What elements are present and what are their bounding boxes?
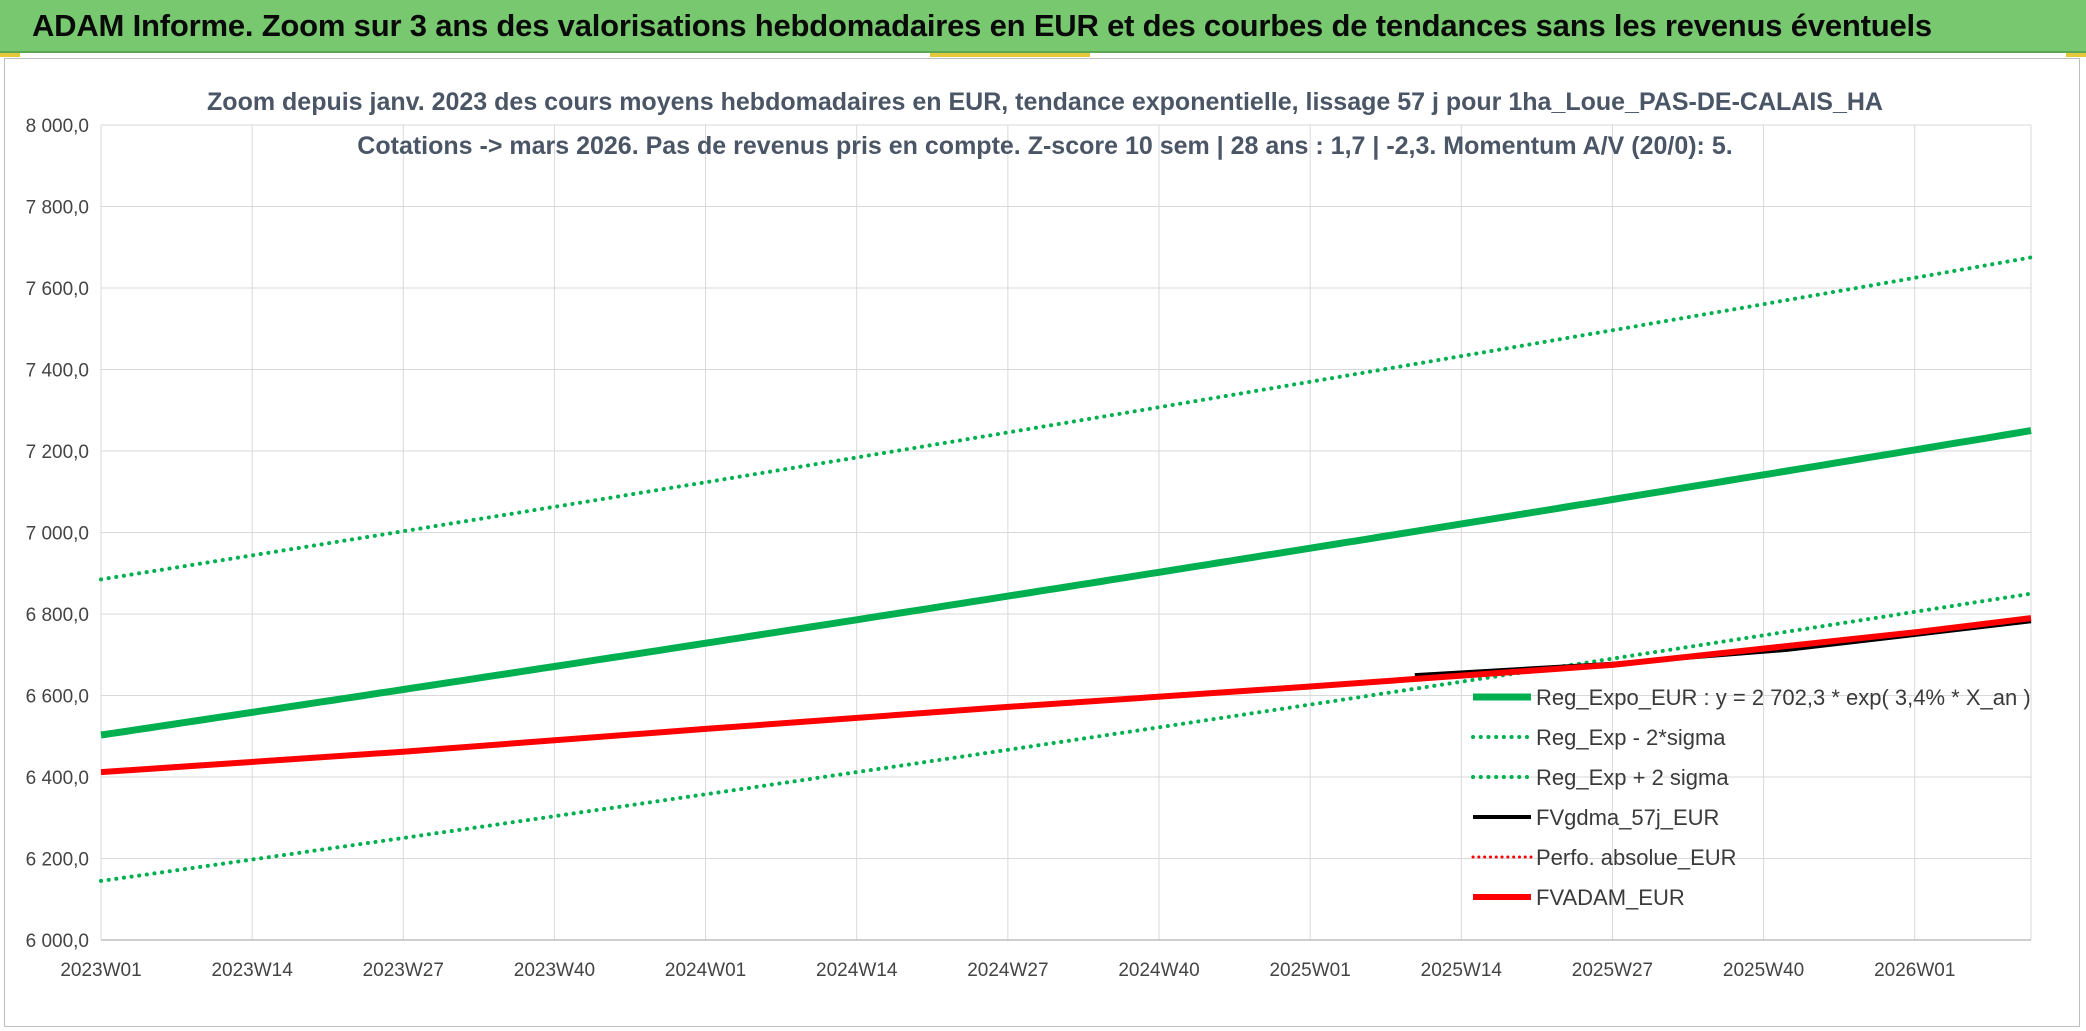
chart-title-line-1: Zoom depuis janv. 2023 des cours moyens … (207, 88, 1883, 116)
y-tick-label: 6 200,0 (26, 850, 89, 871)
x-tick-label: 2024W01 (665, 960, 746, 981)
series-line-0 (100, 427, 2032, 739)
chart-legend: Reg_Expo_EUR : y = 2 702,3 * exp( 3,4% *… (1471, 685, 2031, 910)
x-tick-label: 2025W40 (1723, 960, 1804, 981)
x-tick-label: 2024W14 (816, 960, 898, 981)
chart-series (99, 255, 2033, 883)
y-tick-label: 7 000,0 (26, 524, 89, 545)
banner-accent-left (0, 53, 20, 57)
legend-entry: Perfo. absolue_EUR (1536, 845, 1737, 870)
y-tick-label: 7 400,0 (26, 361, 89, 382)
banner-accent-right (2066, 53, 2086, 57)
x-tick-label: 2024W27 (967, 960, 1048, 981)
legend-entry: Reg_Exp + 2 sigma (1536, 765, 1729, 790)
x-tick-label: 2025W01 (1269, 960, 1350, 981)
series-line-2 (99, 255, 2033, 582)
y-tick-label: 7 600,0 (26, 279, 89, 300)
x-tick-label: 2025W14 (1421, 960, 1503, 981)
y-tick-label: 7 200,0 (26, 442, 89, 463)
legend-entry: Reg_Expo_EUR : y = 2 702,3 * exp( 3,4% *… (1536, 685, 2031, 710)
y-tick-label: 6 400,0 (26, 768, 89, 789)
report-banner: ADAM Informe. Zoom sur 3 ans des valoris… (0, 0, 2086, 53)
x-tick-label: 2026W01 (1874, 960, 1955, 981)
y-tick-label: 6 000,0 (26, 931, 89, 952)
chart-grid (100, 124, 2032, 941)
x-tick-label: 2025W27 (1572, 960, 1653, 981)
series-line-5 (100, 615, 2032, 776)
chart-frame (4, 58, 2080, 1027)
banner-accent-middle (930, 53, 1090, 57)
x-tick-label: 2023W27 (363, 960, 444, 981)
series-line-1 (99, 591, 2033, 883)
banner-title: ADAM Informe. Zoom sur 3 ans des valoris… (32, 8, 1932, 43)
legend-entry: Reg_Exp - 2*sigma (1536, 725, 1726, 750)
y-tick-label: 8 000,0 (26, 116, 89, 137)
x-tick-label: 2023W40 (514, 960, 595, 981)
y-tick-label: 6 600,0 (26, 687, 89, 708)
y-tick-label: 6 800,0 (26, 605, 89, 626)
chart-title-line-2: Cotations -> mars 2026. Pas de revenus p… (357, 132, 1732, 160)
legend-entry: FVADAM_EUR (1536, 885, 1685, 910)
x-tick-label: 2023W14 (211, 960, 293, 981)
chart-axes: 6 000,0 6 200,0 6 400,0 6 600,0 6 800,0 7 000… (26, 116, 2031, 981)
y-tick-label: 7 800,0 (26, 198, 89, 219)
x-tick-label: 2024W40 (1118, 960, 1199, 981)
x-tick-label: 2023W01 (60, 960, 141, 981)
legend-entry: FVgdma_57j_EUR (1536, 805, 1719, 830)
